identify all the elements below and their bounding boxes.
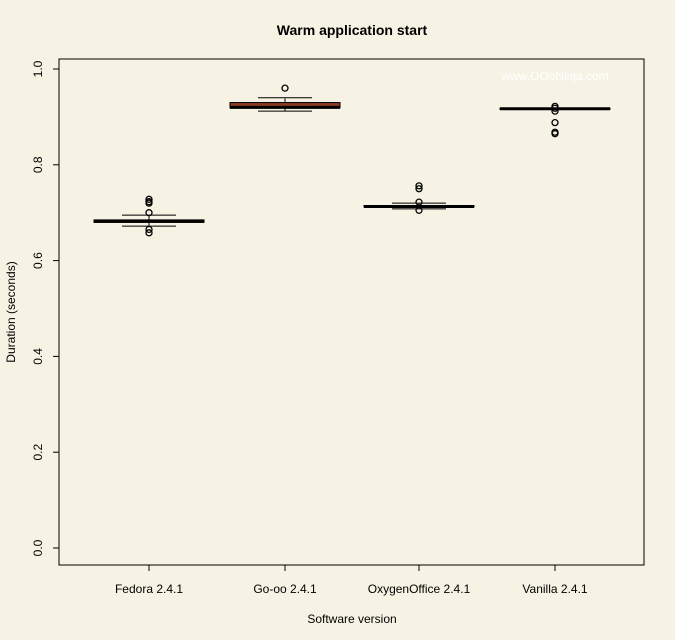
y-tick-label: 1.0 — [31, 60, 45, 77]
outlier-point — [415, 206, 423, 214]
outlier-point — [551, 118, 559, 127]
outlier-point — [145, 199, 153, 207]
x-axis: Fedora 2.4.1 Go-oo 2.4.1 OxygenOffice 2.4.… — [115, 564, 588, 596]
boxes-layer — [93, 84, 611, 237]
outlier-point — [551, 104, 559, 112]
x-tick-label: OxygenOffice 2.4.1 — [368, 582, 471, 596]
y-tick-label: 0.4 — [31, 348, 45, 365]
outlier-point — [145, 195, 153, 203]
box-group — [93, 195, 205, 237]
y-axis: 0.0 0.2 0.4 0.6 0.8 1.0 — [31, 60, 60, 556]
outlier-point — [281, 84, 289, 92]
outlier-point — [145, 229, 153, 237]
x-axis-label: Software version — [307, 612, 396, 626]
watermark-text: www.OOoNinja.com — [500, 69, 608, 83]
box-group — [229, 84, 341, 112]
y-tick-label: 0.2 — [31, 444, 45, 461]
outlier-point — [415, 182, 423, 190]
y-tick-label: 0.0 — [31, 539, 45, 556]
outlier-point — [145, 209, 153, 217]
chart-title: Warm application start — [277, 22, 428, 38]
y-axis-label: Duration (seconds) — [4, 261, 18, 362]
box-group — [363, 182, 475, 214]
x-tick-label: Vanilla 2.4.1 — [522, 582, 587, 596]
x-tick-label: Fedora 2.4.1 — [115, 582, 183, 596]
outlier-point — [551, 107, 559, 115]
y-tick-label: 0.6 — [31, 252, 45, 269]
outlier-point — [551, 130, 559, 138]
outlier-point — [415, 198, 423, 206]
y-tick-label: 0.8 — [31, 156, 45, 173]
outlier-point — [415, 185, 423, 193]
box-group — [499, 102, 611, 138]
outlier-point — [145, 225, 153, 234]
x-tick-label: Go-oo 2.4.1 — [253, 582, 317, 596]
